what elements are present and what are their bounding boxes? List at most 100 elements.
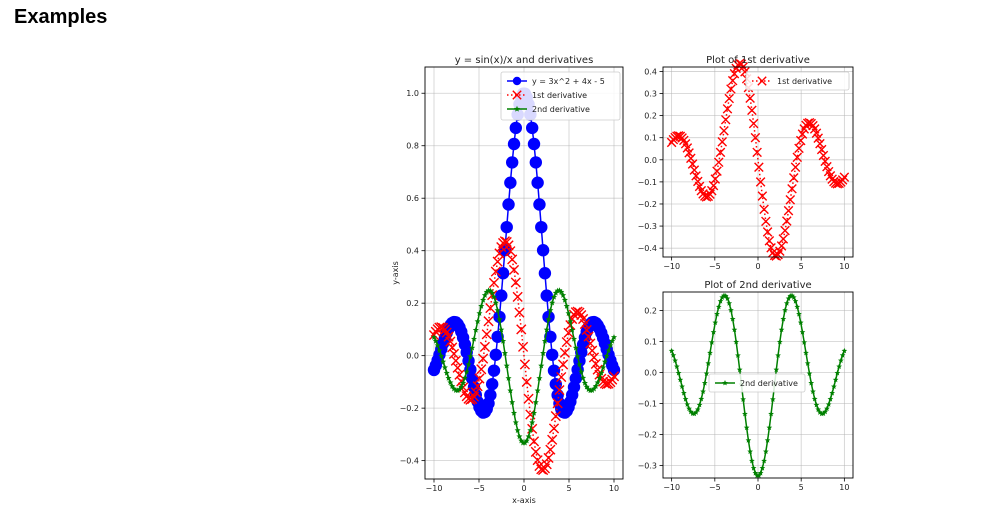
- y-tick-label: 0.1: [644, 134, 657, 143]
- data-point: [728, 307, 734, 313]
- x-tick-label: 10: [839, 483, 849, 492]
- data-point: [458, 383, 465, 390]
- data-point: [668, 347, 675, 354]
- data-point: [719, 126, 729, 136]
- data-point: [754, 162, 764, 173]
- data-point: [694, 406, 701, 412]
- data-point: [491, 330, 504, 343]
- data-point: [504, 176, 517, 189]
- data-point: [578, 368, 585, 375]
- data-point: [592, 383, 599, 389]
- data-point: [536, 244, 550, 257]
- data-point: [443, 369, 450, 376]
- data-point: [507, 137, 521, 151]
- data-point: [552, 398, 563, 409]
- data-point: [769, 396, 776, 402]
- data-point: [502, 198, 515, 211]
- data-point: [544, 330, 557, 343]
- data-point: [736, 366, 743, 373]
- data-point: [785, 195, 796, 205]
- data-point: [757, 470, 764, 476]
- data-point: [560, 292, 567, 298]
- data-point: [547, 307, 554, 313]
- data-point: [726, 300, 733, 306]
- data-point: [788, 172, 799, 183]
- data-point: [563, 302, 570, 309]
- data-point: [589, 387, 596, 393]
- data-point: [764, 236, 775, 246]
- y-tick-label: −0.3: [638, 222, 657, 231]
- data-point: [729, 316, 736, 322]
- data-point: [811, 395, 818, 402]
- data-point: [541, 337, 548, 344]
- data-point: [780, 225, 790, 236]
- data-point: [594, 379, 601, 386]
- data-point: [801, 339, 808, 345]
- data-point: [811, 128, 822, 138]
- data-point: [516, 324, 527, 335]
- data-point: [490, 266, 501, 277]
- x-tick-label: −5: [709, 262, 721, 271]
- x-axis-label: x-axis: [512, 496, 536, 505]
- data-point: [781, 216, 792, 226]
- data-point: [460, 379, 467, 386]
- data-point: [533, 198, 546, 211]
- data-point: [472, 381, 483, 392]
- data-point: [434, 322, 445, 333]
- data-point: [496, 316, 503, 322]
- data-point: [484, 388, 497, 402]
- y-tick-label: 0.2: [406, 299, 419, 308]
- data-point: [750, 132, 761, 143]
- series-line: [433, 240, 615, 471]
- data-point: [724, 93, 735, 104]
- data-point: [740, 396, 747, 402]
- data-point: [489, 348, 503, 362]
- data-point: [761, 457, 767, 464]
- data-point: [717, 298, 724, 304]
- data-point: [752, 147, 762, 158]
- data-point: [545, 348, 559, 362]
- data-point: [450, 355, 461, 366]
- data-point: [815, 138, 825, 149]
- data-point: [773, 366, 780, 373]
- data-point: [454, 369, 465, 380]
- legend-box: [745, 71, 850, 91]
- series-2: [428, 236, 620, 476]
- data-point: [495, 289, 508, 302]
- data-point: [681, 390, 687, 396]
- data-point: [693, 176, 703, 187]
- data-point: [825, 401, 832, 407]
- y-tick-label: 0.0: [406, 352, 419, 361]
- data-point: [541, 459, 552, 470]
- y-tick-label: −0.2: [400, 404, 419, 413]
- data-point: [745, 93, 755, 104]
- data-point: [521, 439, 528, 446]
- data-point: [488, 277, 500, 288]
- series-line: [671, 62, 845, 257]
- y-tick-label: 0.0: [644, 369, 657, 378]
- y-tick-label: 0.4: [406, 247, 419, 256]
- x-tick-label: 0: [521, 484, 526, 493]
- data-point: [519, 359, 531, 370]
- data-point: [523, 393, 534, 404]
- data-point: [550, 411, 561, 422]
- data-point: [749, 457, 755, 464]
- data-point: [818, 150, 829, 161]
- data-point: [528, 436, 540, 447]
- data-point: [755, 177, 766, 187]
- data-point: [465, 361, 472, 368]
- data-point: [530, 446, 541, 457]
- data-point: [474, 373, 485, 384]
- data-point: [549, 377, 563, 391]
- data-point: [610, 334, 618, 340]
- data-point: [534, 387, 541, 394]
- data-point: [532, 455, 543, 466]
- y-tick-label: −0.2: [638, 431, 657, 440]
- legend-marker: [512, 76, 522, 86]
- data-point: [682, 396, 689, 402]
- data-point: [527, 137, 541, 151]
- data-point: [674, 363, 680, 369]
- data-point: [684, 148, 694, 158]
- x-tick-label: 5: [566, 484, 571, 493]
- data-point: [712, 319, 719, 326]
